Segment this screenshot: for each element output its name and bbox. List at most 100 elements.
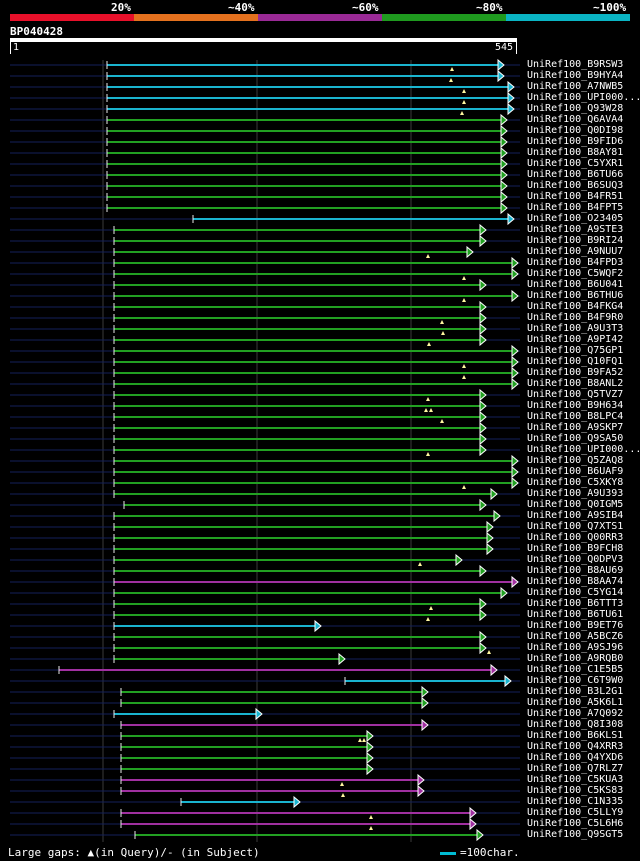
hit-label[interactable]: UniRef100_B4FKG4 [527,301,624,312]
hit-label[interactable]: UniRef100_B6KLS1 [527,730,624,741]
hit-label[interactable]: UniRef100_B4FR51 [527,191,624,202]
hit-label[interactable]: UniRef100_UPI000... [527,444,640,455]
query-gap-marker [341,793,345,797]
hit-label[interactable]: UniRef100_Q00RR3 [527,532,624,543]
hit-label[interactable]: UniRef100_C1E5B5 [527,664,624,675]
hit-label[interactable]: UniRef100_B6TU61 [527,609,624,620]
hit-label[interactable]: UniRef100_A9U3T3 [527,323,624,334]
hit-label[interactable]: UniRef100_A9SJ96 [527,642,624,653]
hit-arrow [490,487,498,501]
hit-label[interactable]: UniRef100_Q75GP1 [527,345,624,356]
hit-label[interactable]: UniRef100_A7Q092 [527,708,624,719]
hit-label[interactable]: UniRef100_B6TU66 [527,169,624,180]
hit-label[interactable]: UniRef100_C5YXR1 [527,158,624,169]
hit-label[interactable]: UniRef100_Q5TVZ7 [527,389,624,400]
hit-label[interactable]: UniRef100_B4FPT5 [527,202,624,213]
hit-label[interactable]: UniRef100_B9RI24 [527,235,624,246]
hit-label[interactable]: UniRef100_B9FID6 [527,136,624,147]
hit-label[interactable]: UniRef100_C5YG14 [527,587,624,598]
ruler-tick-end [516,42,517,54]
hit-label[interactable]: UniRef100_Q7XTS1 [527,521,624,532]
hit-label[interactable]: UniRef100_B9RSW3 [527,59,624,70]
hit-label[interactable]: UniRef100_Q9SA50 [527,433,624,444]
hit-label[interactable]: UniRef100_C1N335 [527,796,624,807]
hit-label[interactable]: UniRef100_B6SUQ3 [527,180,624,191]
hit-label[interactable]: UniRef100_B6UAF9 [527,466,624,477]
hit-label[interactable]: UniRef100_B6U041 [527,279,624,290]
hit-label[interactable]: UniRef100_Q9SGT5 [527,829,624,840]
hit-label[interactable]: UniRef100_A7NWB5 [527,81,624,92]
hit-label[interactable]: UniRef100_A9NUU7 [527,246,624,257]
hit-label[interactable]: UniRef100_B8AA74 [527,576,624,587]
hit-arrow [507,91,515,105]
hit-label[interactable]: UniRef100_B9HYA4 [527,70,624,81]
hit-arrow [479,333,487,347]
hit-label[interactable]: UniRef100_B8AY81 [527,147,624,158]
hit-label[interactable]: UniRef100_A9RQB0 [527,653,624,664]
hit-label[interactable]: UniRef100_B8ANL2 [527,378,624,389]
hit-label[interactable]: UniRef100_UPI000... [527,92,640,103]
query-gap-marker [440,320,444,324]
hit-label[interactable]: UniRef100_C5WQF2 [527,268,624,279]
hit-arrow [511,454,519,468]
hit-arrow [511,289,519,303]
scale-label: ~80% [476,1,503,14]
hit-label[interactable]: UniRef100_B6THU6 [527,290,624,301]
query-gap-marker [358,738,362,742]
hit-arrow [421,696,429,710]
hit-label[interactable]: UniRef100_B6TTT3 [527,598,624,609]
hit-label[interactable]: UniRef100_A9SIB4 [527,510,624,521]
hit-label[interactable]: UniRef100_B4F9R0 [527,312,624,323]
hit-arrow [500,179,508,193]
hit-label[interactable]: UniRef100_Q10FQ1 [527,356,624,367]
hit-label[interactable]: UniRef100_A5K6L1 [527,697,624,708]
hit-label[interactable]: UniRef100_A9STE3 [527,224,624,235]
query-gap-marker [424,408,428,412]
hit-label[interactable]: UniRef100_B8AU69 [527,565,624,576]
hit-label[interactable]: UniRef100_O23405 [527,213,624,224]
hit-label[interactable]: UniRef100_B9H634 [527,400,624,411]
scale-label: 20% [111,1,131,14]
hit-label[interactable]: UniRef100_Q0DI98 [527,125,624,136]
query-gap-marker [429,606,433,610]
hit-arrow [511,355,519,369]
hit-label[interactable]: UniRef100_B8LPC4 [527,411,624,422]
hit-label[interactable]: UniRef100_C5XKY8 [527,477,624,488]
hit-label[interactable]: UniRef100_B9FCH8 [527,543,624,554]
hit-label[interactable]: UniRef100_Q93W28 [527,103,624,114]
hit-label[interactable]: UniRef100_Q0DPV3 [527,554,624,565]
hit-label[interactable]: UniRef100_B9FA52 [527,367,624,378]
hit-label[interactable]: UniRef100_C5LLY9 [527,807,624,818]
hit-label[interactable]: UniRef100_Q8I308 [527,719,624,730]
hit-label[interactable]: UniRef100_Q7RLZ7 [527,763,624,774]
query-gap-marker [369,815,373,819]
hit-label[interactable]: UniRef100_A5BCZ6 [527,631,624,642]
hit-label[interactable]: UniRef100_B3L2G1 [527,686,624,697]
hit-label[interactable]: UniRef100_Q6AVA4 [527,114,624,125]
hit-label[interactable]: UniRef100_A9PI42 [527,334,624,345]
hit-arrow [479,597,487,611]
hit-label[interactable]: UniRef100_B4FPD3 [527,257,624,268]
hit-label[interactable]: UniRef100_Q4XRR3 [527,741,624,752]
hit-label[interactable]: UniRef100_Q0IGM5 [527,499,624,510]
scale-label: ~40% [228,1,255,14]
hit-label[interactable]: UniRef100_C5KUA3 [527,774,624,785]
query-gap-marker [418,562,422,566]
hit-label[interactable]: UniRef100_C5L6H6 [527,818,624,829]
gaps-legend: Large gaps: ▲(in Query)/- (in Subject) [8,846,260,859]
scale-segment [382,14,506,21]
ruler-end-label: 545 [495,42,514,53]
hit-label[interactable]: UniRef100_C6T9W0 [527,675,624,686]
hit-label[interactable]: UniRef100_A9U393 [527,488,624,499]
hit-arrow [507,102,515,116]
query-gap-marker [462,89,466,93]
hit-arrow [479,223,487,237]
scale-legend-text: =100char. [460,846,520,859]
hit-label[interactable]: UniRef100_Q5ZAQ8 [527,455,624,466]
hit-label[interactable]: UniRef100_A9SKP7 [527,422,624,433]
hit-arrow [469,817,477,831]
hit-label[interactable]: UniRef100_B9ET76 [527,620,624,631]
hit-label[interactable]: UniRef100_Q4YXD6 [527,752,624,763]
scale-segment [134,14,258,21]
hit-label[interactable]: UniRef100_C5KS83 [527,785,624,796]
